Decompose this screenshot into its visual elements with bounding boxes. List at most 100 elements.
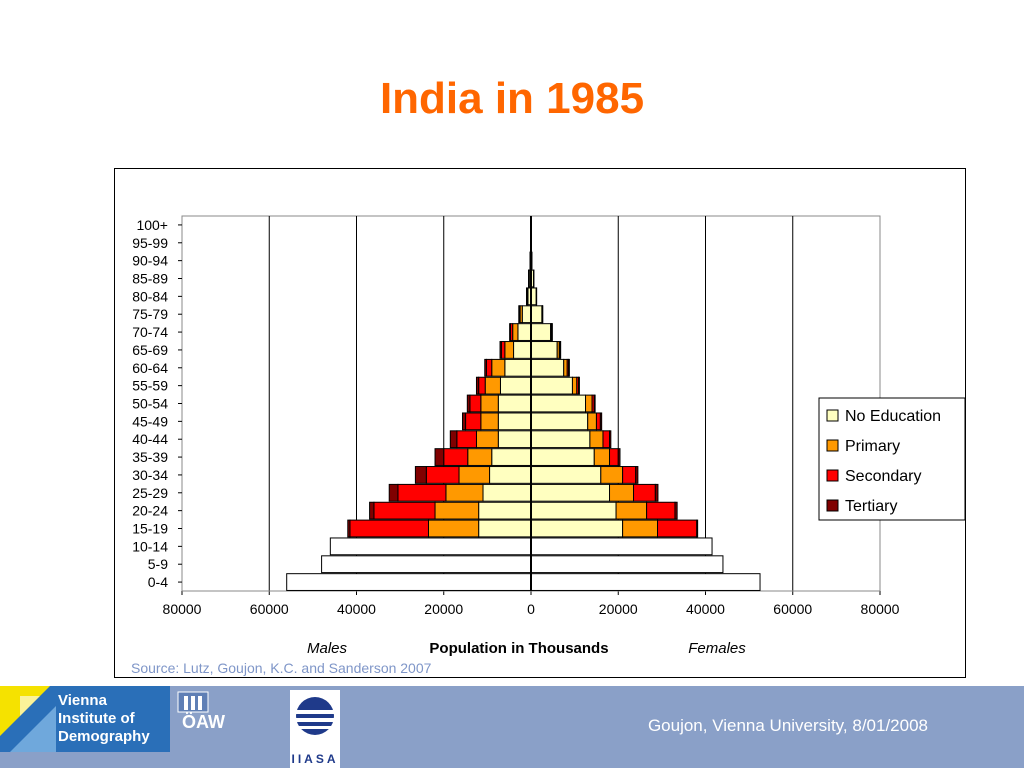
bar-female	[530, 448, 595, 466]
bar-male	[486, 358, 493, 377]
bar-male	[484, 376, 501, 395]
bar-male	[467, 448, 493, 466]
bar-male	[497, 394, 532, 413]
iiasa-logo-text: IIASA	[291, 752, 339, 766]
bar-male	[466, 394, 471, 413]
bar-female	[568, 358, 570, 377]
bar-male	[286, 573, 532, 591]
bar-female	[615, 501, 648, 520]
bar-female	[599, 412, 603, 431]
bar-female	[530, 466, 602, 484]
bar-female	[530, 323, 552, 341]
bar-male	[489, 466, 532, 484]
y-tick-label: 5-9	[148, 556, 168, 572]
y-tick-label: 0-4	[148, 574, 168, 590]
y-tick-label: 35-39	[132, 449, 168, 465]
bar-female	[602, 430, 611, 449]
bar-female	[622, 519, 659, 538]
x-tick-label: 80000	[163, 601, 202, 617]
females-label: Females	[688, 640, 746, 657]
y-tick-label: 25-29	[132, 485, 168, 501]
bar-female	[530, 537, 713, 556]
bar-male	[427, 519, 480, 538]
bar-female	[593, 448, 611, 466]
bar-male	[425, 466, 460, 484]
bar-male	[478, 519, 532, 538]
bar-female	[696, 519, 699, 538]
bar-male	[349, 519, 429, 538]
bar-male	[449, 430, 458, 449]
x-tick-label: 0	[527, 601, 535, 617]
bar-female	[646, 501, 676, 520]
y-tick-label: 85-89	[132, 271, 168, 287]
bar-female	[593, 394, 596, 413]
bar-female	[609, 430, 612, 449]
y-tick-label: 60-64	[132, 360, 168, 376]
y-tick-label: 55-59	[132, 378, 168, 394]
bar-male	[500, 341, 506, 359]
x-tick-label: 20000	[424, 601, 463, 617]
bar-male	[443, 448, 469, 466]
y-tick-label: 10-14	[132, 538, 168, 554]
y-tick-label: 75-79	[132, 306, 168, 322]
bar-male	[497, 412, 532, 431]
bar-male	[445, 483, 484, 502]
bar-female	[530, 519, 624, 538]
bar-male	[504, 341, 515, 359]
y-tick-label: 50-54	[132, 396, 168, 412]
iiasa-logo: IIASA	[290, 690, 340, 768]
bar-female	[530, 483, 611, 502]
slide-title: India in 1985	[379, 74, 645, 123]
bar-female	[654, 483, 659, 502]
bar-female	[530, 376, 573, 395]
bar-male	[480, 412, 499, 431]
bar-female	[530, 573, 761, 591]
bar-male	[499, 376, 532, 395]
y-tick-label: 30-34	[132, 467, 168, 483]
footer-text: Goujon, Vienna University, 8/01/2008	[647, 716, 928, 735]
x-axis-title: Population in Thousands	[429, 640, 608, 657]
bar-female	[635, 466, 639, 484]
legend-swatch	[826, 439, 839, 452]
bar-female	[585, 394, 593, 413]
bar-female	[530, 412, 589, 431]
bar-male	[478, 501, 532, 520]
bar-male	[512, 323, 519, 341]
bar-female	[530, 555, 724, 574]
bar-female	[530, 358, 565, 377]
y-tick-label: 20-24	[132, 503, 168, 519]
bar-male	[434, 448, 445, 466]
x-tick-label: 60000	[250, 601, 289, 617]
y-tick-label: 80-84	[132, 288, 168, 304]
legend-swatch	[826, 409, 839, 422]
bar-male	[517, 323, 532, 341]
bar-male	[397, 483, 447, 502]
bar-male	[504, 358, 532, 377]
bar-male	[491, 448, 532, 466]
bar-male	[484, 358, 488, 377]
bar-male	[475, 430, 499, 449]
legend-label: Primary	[845, 438, 900, 455]
bar-male	[475, 376, 480, 395]
bar-female	[617, 448, 621, 466]
x-tick-label: 80000	[861, 601, 900, 617]
bar-male	[369, 501, 375, 520]
bar-female	[563, 358, 568, 377]
males-label: Males	[307, 640, 348, 657]
legend-label: No Education	[845, 408, 941, 425]
bar-female	[657, 519, 698, 538]
bar-male	[462, 412, 467, 431]
x-tick-label: 20000	[599, 601, 638, 617]
bar-female	[609, 448, 619, 466]
y-tick-label: 65-69	[132, 342, 168, 358]
y-tick-label: 45-49	[132, 413, 168, 429]
legend-swatch	[826, 469, 839, 482]
oaw-logo-text: ÖAW	[182, 712, 225, 732]
bar-female	[589, 430, 604, 449]
y-tick-label: 100+	[136, 217, 168, 233]
footer-bar: Vienna Institute of Demography ÖAW IIASA…	[0, 686, 1024, 768]
chart-frame: 80000 60000 40000 20000 0 20000 40000 60000 8000…	[114, 168, 966, 678]
bar-female	[600, 466, 624, 484]
bar-female	[530, 305, 543, 324]
legend-label: Secondary	[845, 468, 922, 485]
